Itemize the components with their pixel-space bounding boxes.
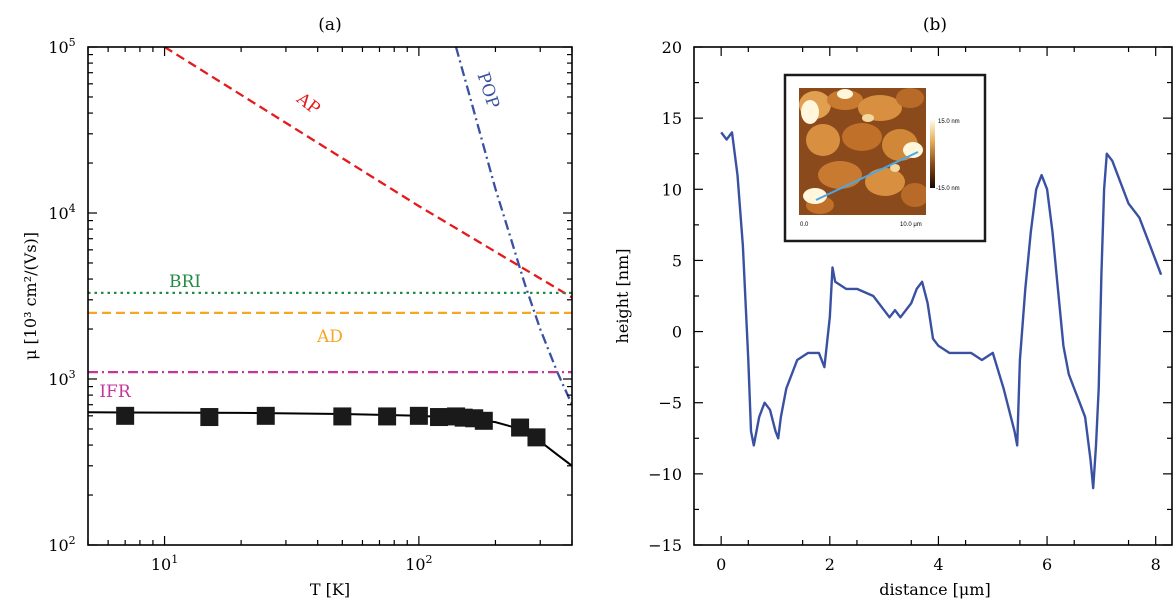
annotation-pop: POP	[473, 70, 503, 111]
inset-x-label-end: 10.0 μm	[900, 222, 922, 228]
colorbar	[930, 120, 935, 188]
y-tick-label: 0	[672, 323, 682, 342]
panel-a-ylabel: μ [10³ cm²/(Vs)]	[21, 232, 40, 360]
y-tick-label: 15	[662, 109, 682, 128]
annotation-ad: AD	[316, 327, 343, 347]
annotation-ap: AP	[292, 88, 324, 119]
marker-point	[409, 406, 428, 425]
series-line-ap	[163, 47, 572, 299]
annotation-bri: BRI	[169, 272, 201, 292]
afm-profile-line	[815, 151, 919, 201]
panel-a: (a) 101 102 102 103 104 105 T [K] μ [10³ cm²/…	[21, 15, 573, 599]
y-tick-label: 20	[662, 38, 682, 57]
y-tick-label: 10	[662, 180, 682, 199]
marker-point	[116, 406, 135, 425]
height-profile-line	[720, 131, 1163, 490]
afm-image	[799, 88, 926, 215]
panel-a-annotations: AP POP BRI AD IFR	[99, 70, 503, 402]
series-line-pop	[454, 47, 572, 406]
marker-point	[378, 407, 397, 426]
colorbar-top-label: 15.0 nm	[938, 119, 960, 125]
panel-b-ticks: 0 2 4 6 8 −15 −10 −5 0 5 10 15 20	[648, 38, 1172, 574]
panel-b-ylabel: height [nm]	[613, 249, 632, 344]
y-tick-label: 5	[672, 251, 682, 270]
x-tick-label: 101	[151, 553, 178, 574]
marker-point	[527, 428, 546, 447]
y-tick-label: −15	[648, 536, 682, 555]
y-tick-label: −10	[648, 465, 682, 484]
inset-x-label-start: 0.0	[800, 222, 809, 228]
x-tick-label: 0	[716, 555, 726, 574]
x-tick-label: 4	[933, 555, 943, 574]
marker-point	[256, 406, 275, 425]
x-tick-label: 6	[1042, 555, 1052, 574]
y-tick-label: 104	[48, 202, 75, 223]
marker-point	[511, 418, 530, 437]
annotation-ifr: IFR	[99, 382, 132, 402]
colorbar-bottom-label: -15.0 nm	[936, 186, 960, 192]
panel-a-frame	[87, 46, 573, 546]
x-tick-label: 2	[825, 555, 835, 574]
afm-inset: 15.0 nm -15.0 nm 0.0 10.0 μm	[783, 73, 987, 243]
panel-b-xlabel: distance [μm]	[879, 580, 990, 599]
x-tick-label: 8	[1151, 555, 1161, 574]
y-tick-label: 105	[48, 36, 75, 57]
y-tick-label: 103	[48, 368, 75, 389]
panel-a-ticks: 101 102 102 103 104 105	[48, 36, 573, 574]
marker-point	[430, 408, 449, 427]
panel-a-xlabel: T [K]	[310, 580, 350, 599]
panel-b-title: (b)	[923, 15, 947, 35]
marker-point	[200, 408, 219, 427]
panel-a-title: (a)	[318, 15, 341, 35]
marker-point	[474, 411, 493, 430]
y-tick-label: 102	[48, 534, 75, 555]
marker-point	[333, 407, 352, 426]
x-tick-label: 102	[405, 553, 432, 574]
y-tick-label: −5	[658, 394, 682, 413]
series-line-fit-5	[88, 411, 572, 467]
